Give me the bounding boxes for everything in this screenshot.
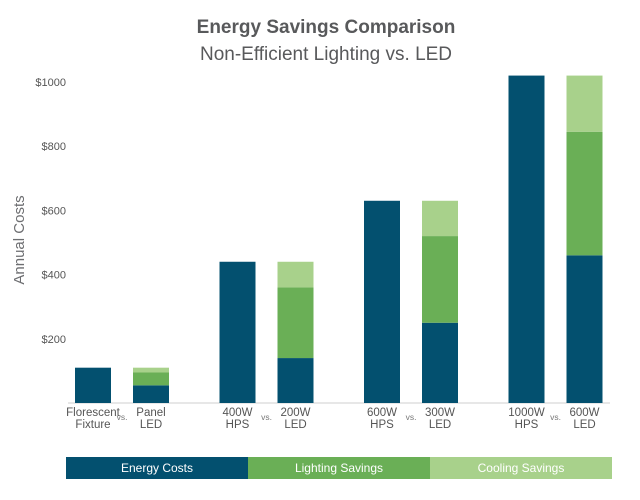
y-tick-label: $600 [42, 205, 66, 217]
category-label: LED [429, 419, 451, 431]
bar-segment-lighting-savings [277, 287, 314, 359]
category-label: Florescent [66, 407, 120, 419]
category-label: 300W [425, 407, 455, 419]
bar-segment-cooling-savings [566, 75, 603, 132]
bar-segment-energy-costs [133, 385, 169, 403]
bar-segment-energy-costs [364, 200, 400, 403]
vs-separator: vs. [261, 412, 272, 422]
category-label: HPS [226, 419, 250, 431]
category-label: 1000W [508, 407, 545, 419]
bar-segment-lighting-savings [133, 372, 169, 386]
category-label: LED [284, 419, 306, 431]
bar-segment-energy-costs [219, 261, 256, 403]
y-axis-label: Annual Costs [11, 195, 28, 284]
legend-label: Energy Costs [121, 461, 193, 475]
category-label: 400W [222, 407, 252, 419]
bar-segment-cooling-savings [422, 200, 458, 237]
category-label: 200W [280, 407, 310, 419]
bar-segment-energy-costs [75, 367, 111, 403]
legend-label: Cooling Savings [478, 461, 565, 475]
category-label: LED [140, 419, 162, 431]
category-label: HPS [515, 419, 539, 431]
chart-subtitle: Non-Efficient Lighting vs. LED [200, 44, 452, 65]
category-label: 600W [569, 407, 599, 419]
y-tick-label: $400 [42, 270, 66, 282]
y-tick-label: $1000 [35, 77, 66, 89]
bar-segment-energy-costs [508, 75, 545, 403]
bar-segment-cooling-savings [133, 367, 169, 373]
category-label: Panel [136, 407, 165, 419]
y-tick-label: $200 [42, 334, 66, 346]
category-label: 600W [367, 407, 397, 419]
bar-segment-lighting-savings [422, 236, 458, 323]
legend-label: Lighting Savings [295, 461, 383, 475]
vs-separator: vs. [117, 412, 128, 422]
y-tick-label: $800 [42, 141, 66, 153]
bar-segment-lighting-savings [566, 131, 603, 256]
legend-swatch [66, 457, 248, 479]
vs-separator: vs. [406, 412, 417, 422]
legend-swatch [248, 457, 430, 479]
legend-swatch [430, 457, 612, 479]
bars [75, 75, 603, 403]
category-label: LED [573, 419, 595, 431]
bar-segment-energy-costs [422, 322, 458, 403]
chart-title: Energy Savings Comparison [197, 17, 456, 38]
bar-segment-energy-costs [277, 358, 314, 403]
bar-segment-cooling-savings [277, 261, 314, 288]
vs-separator: vs. [550, 412, 561, 422]
legend: Energy Costs Lighting Savings Cooling Savi… [66, 457, 612, 479]
bar-segment-energy-costs [566, 255, 603, 403]
category-label: HPS [370, 419, 394, 431]
category-label: Fixture [75, 419, 110, 431]
